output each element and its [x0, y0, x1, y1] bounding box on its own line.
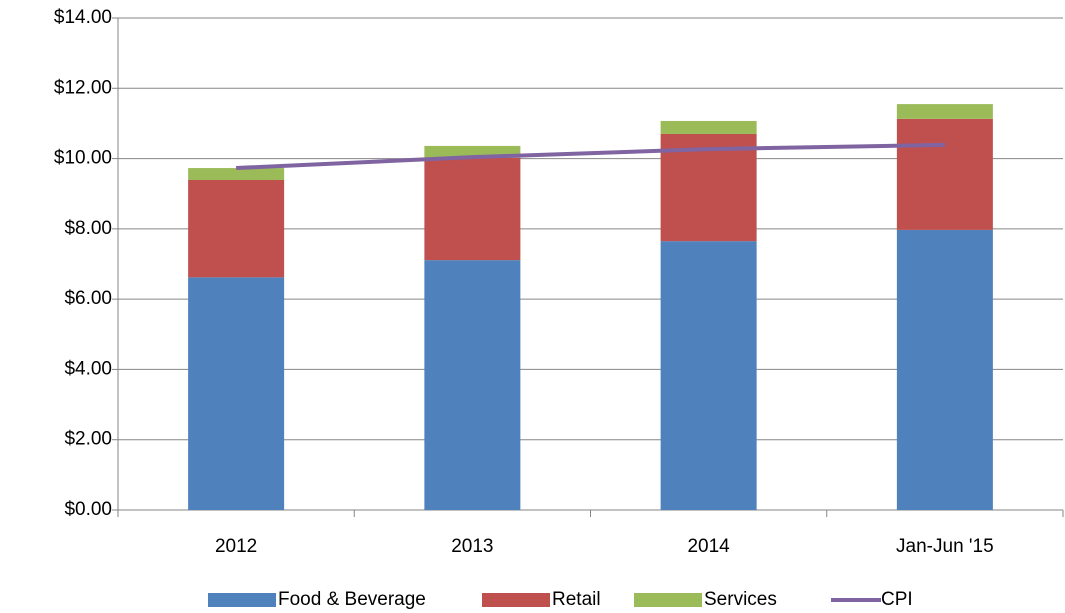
- x-tick-label: Jan-Jun '15: [896, 536, 994, 557]
- bar: [188, 168, 285, 181]
- bar: [896, 104, 993, 119]
- bar: [660, 120, 757, 134]
- bar: [188, 180, 285, 278]
- bar: [424, 157, 521, 261]
- x-tick-label: 2012: [215, 536, 257, 557]
- legend-swatch: [208, 593, 276, 607]
- y-tick-label: $2.00: [64, 429, 112, 450]
- legend-label: Retail: [552, 589, 601, 610]
- y-tick-label: $14.00: [54, 7, 112, 28]
- y-tick-label: $6.00: [64, 288, 112, 309]
- x-tick-label: 2013: [451, 536, 493, 557]
- y-tick-label: $4.00: [64, 358, 112, 379]
- bar: [896, 229, 993, 510]
- bar: [424, 260, 521, 510]
- bar: [896, 118, 993, 230]
- legend-label: CPI: [881, 589, 913, 610]
- legend-swatch: [482, 593, 550, 607]
- y-tick-label: $8.00: [64, 218, 112, 239]
- legend-swatch: [634, 593, 702, 607]
- y-tick-label: $0.00: [64, 499, 112, 520]
- y-tick-label: $12.00: [54, 77, 112, 98]
- x-tick-label: 2014: [687, 536, 730, 557]
- y-tick-label: $10.00: [54, 148, 112, 169]
- legend-label: Food & Beverage: [278, 589, 426, 610]
- bar: [188, 277, 285, 510]
- line: [236, 142, 945, 171]
- legend-label: Services: [704, 589, 777, 610]
- bar: [424, 145, 521, 158]
- bar: [660, 241, 757, 510]
